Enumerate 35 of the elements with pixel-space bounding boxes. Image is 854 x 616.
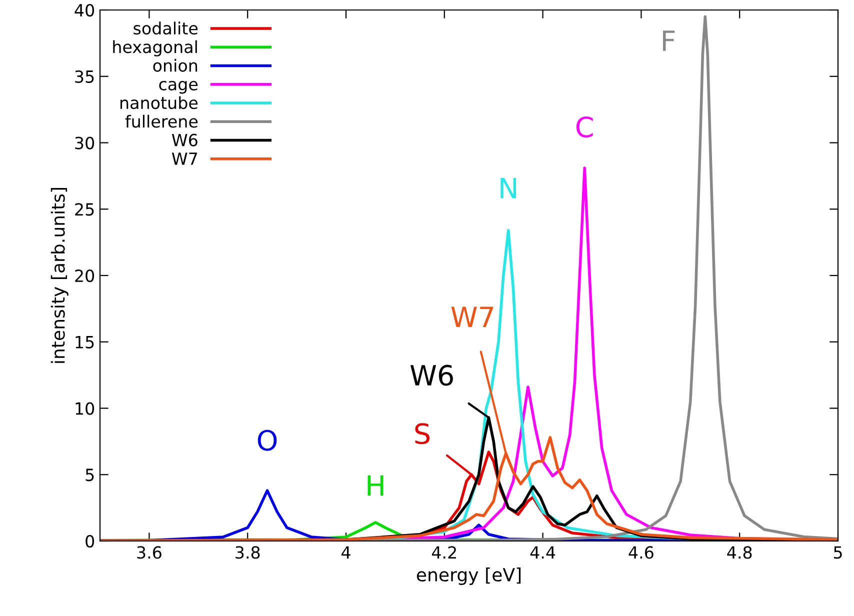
x-tick-label: 4.8 [727, 546, 752, 559]
y-tick-label: 5 [86, 468, 94, 482]
y-axis-title: intensity [arb.units] [50, 188, 68, 363]
annotation: W7 [451, 306, 494, 327]
y-tick-label: 20 [75, 269, 94, 282]
annotation: C [576, 116, 593, 138]
annotation: F [662, 30, 675, 51]
y-tick-label: 30 [75, 136, 94, 150]
y-tick-label: 35 [75, 70, 94, 83]
y-tick-label: 25 [75, 203, 94, 216]
legend-label: fullerene [125, 114, 198, 128]
legend-label: nanotube [120, 96, 198, 110]
annotation: S [415, 423, 430, 444]
legend-label: cage [159, 80, 198, 94]
x-tick-label: 4 [342, 546, 350, 559]
x-tick-label: 4.4 [530, 546, 556, 559]
x-tick-label: 4.2 [432, 546, 456, 559]
legend-label: W7 [172, 152, 198, 165]
annotation: O [258, 430, 277, 451]
legend-label: sodalite [134, 22, 198, 35]
y-tick-label: 0 [86, 534, 94, 548]
x-tick-label: 3.8 [236, 546, 260, 559]
y-tick-label: 40 [74, 4, 94, 17]
y-tick-label: 15 [76, 336, 94, 348]
legend-label: hexagonal [113, 40, 197, 56]
x-tick-label: 4.6 [628, 546, 654, 559]
annotation: W6 [410, 364, 453, 386]
x-axis-title: energy [eV] [416, 568, 521, 586]
y-tick-label: 10 [76, 402, 94, 415]
legend-label: onion [153, 58, 198, 72]
annotation: H [368, 475, 384, 496]
legend-label: W6 [172, 134, 198, 146]
x-tick-label: 3.6 [137, 546, 162, 559]
x-tick-label: 5 [834, 546, 842, 559]
annotation: N [500, 178, 516, 198]
